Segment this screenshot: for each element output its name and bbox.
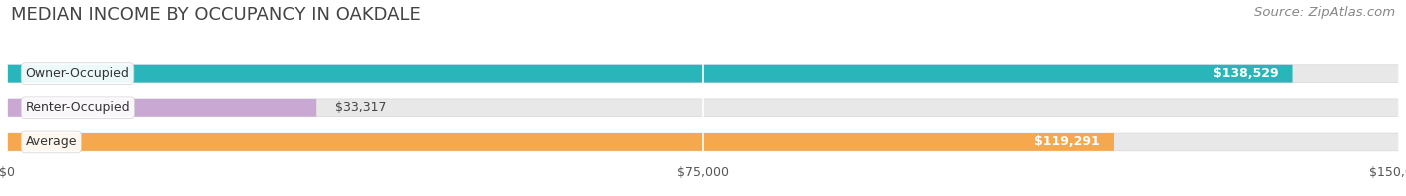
Text: $33,317: $33,317 [335,101,387,114]
Text: Renter-Occupied: Renter-Occupied [25,101,131,114]
Text: Source: ZipAtlas.com: Source: ZipAtlas.com [1254,6,1395,19]
FancyBboxPatch shape [7,99,316,117]
FancyBboxPatch shape [7,65,1292,83]
Text: MEDIAN INCOME BY OCCUPANCY IN OAKDALE: MEDIAN INCOME BY OCCUPANCY IN OAKDALE [11,6,420,24]
Text: $138,529: $138,529 [1213,67,1278,80]
FancyBboxPatch shape [7,99,1399,117]
Text: Owner-Occupied: Owner-Occupied [25,67,129,80]
FancyBboxPatch shape [7,133,1399,151]
Text: Average: Average [25,135,77,148]
Text: $119,291: $119,291 [1035,135,1099,148]
FancyBboxPatch shape [7,133,1114,151]
FancyBboxPatch shape [7,65,1399,83]
